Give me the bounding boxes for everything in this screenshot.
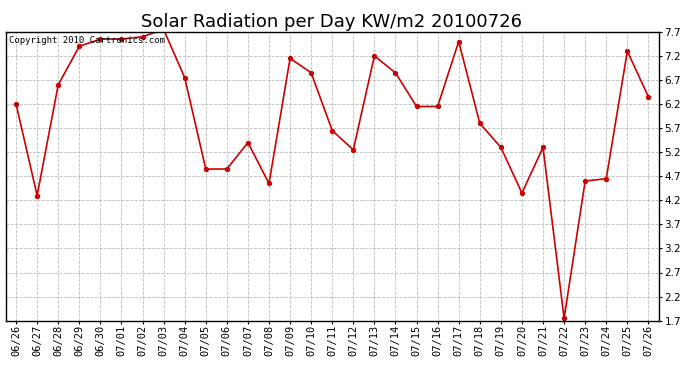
Text: Copyright 2010 Cartronics.com: Copyright 2010 Cartronics.com: [9, 36, 165, 45]
Text: Solar Radiation per Day KW/m2 20100726: Solar Radiation per Day KW/m2 20100726: [141, 13, 522, 31]
